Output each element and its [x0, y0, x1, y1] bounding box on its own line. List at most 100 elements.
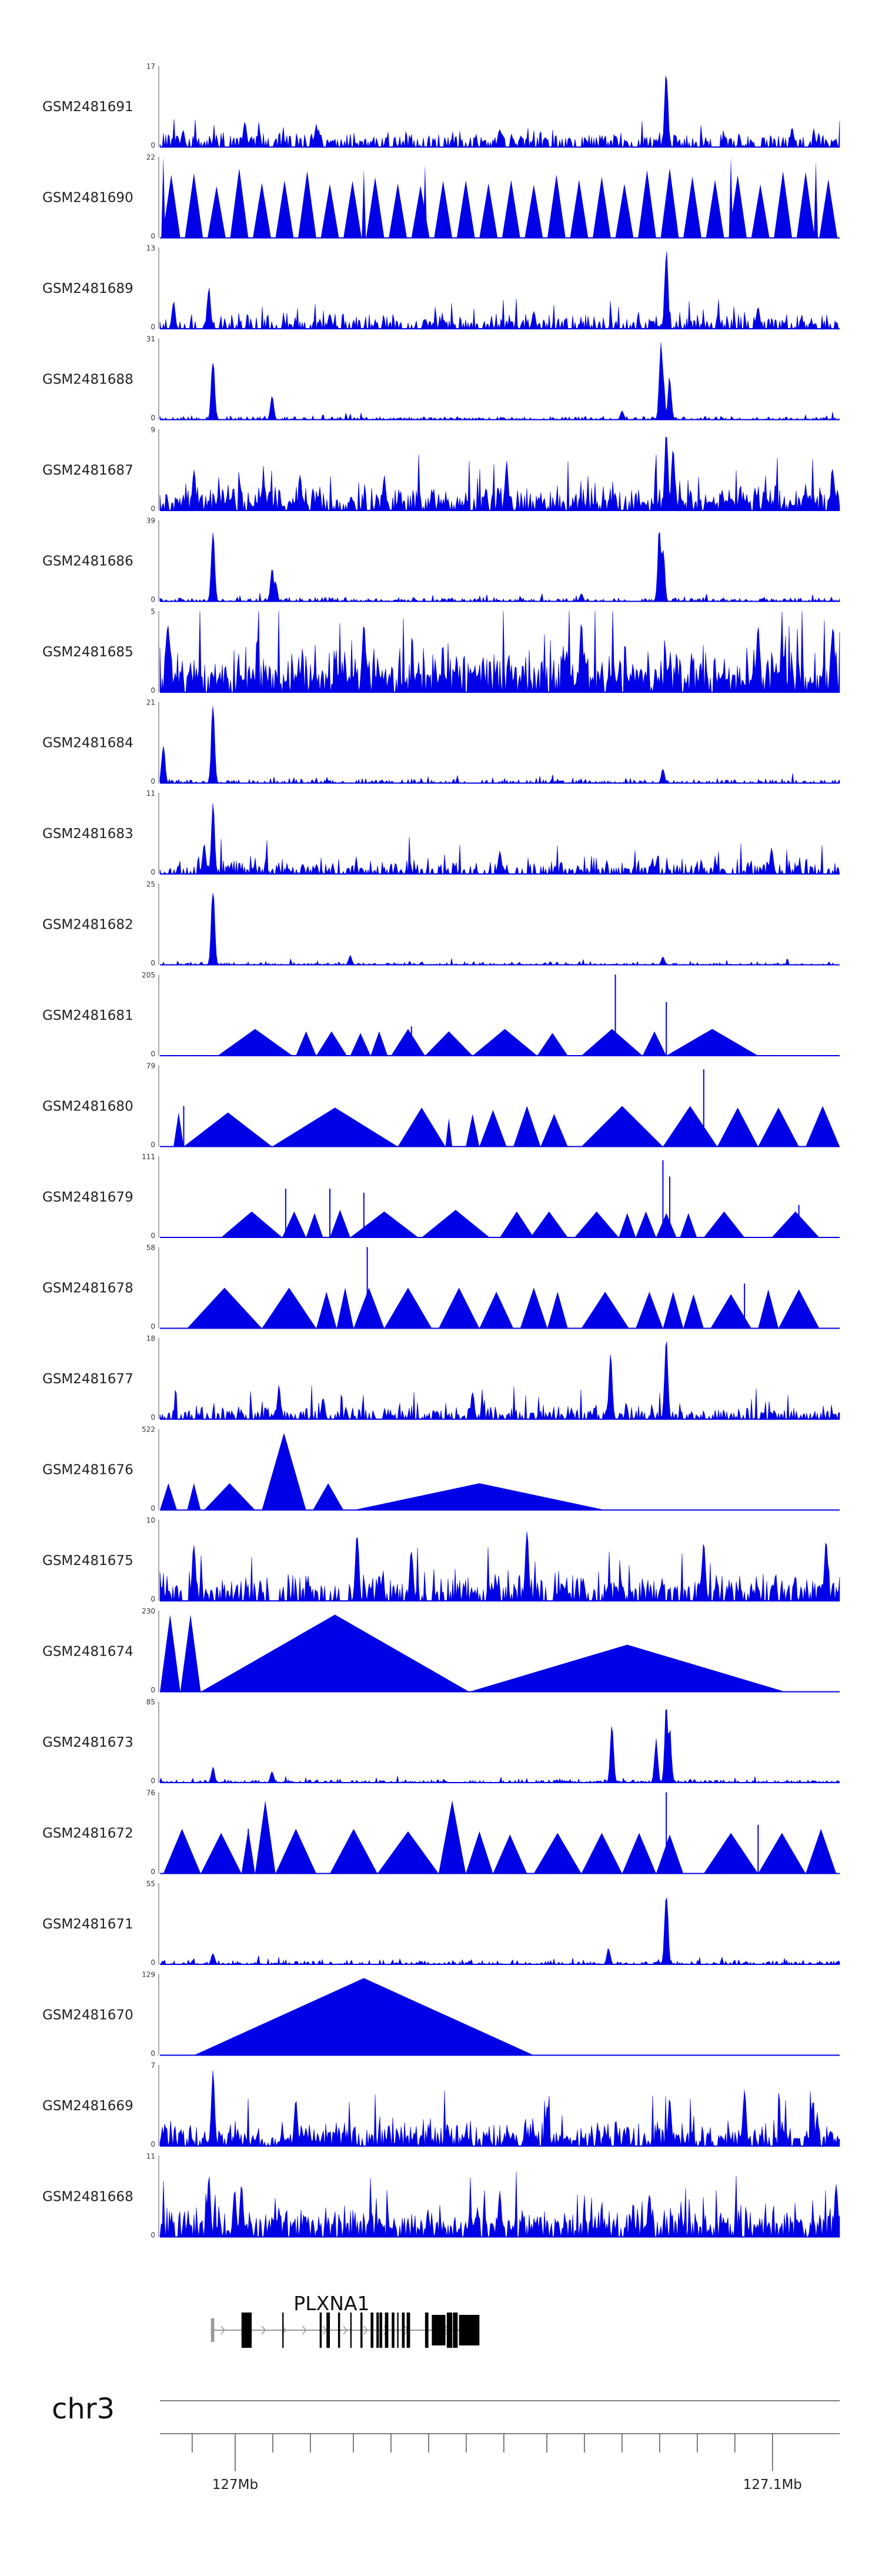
exon [402, 2313, 405, 2348]
coverage-triangle [204, 1483, 255, 1510]
coverage-triangle [201, 1614, 469, 1692]
coverage-triangle [796, 172, 815, 238]
track-GSM2481676: GSM2481676 522 0 [42, 1426, 840, 1513]
coverage-triangle [706, 179, 724, 238]
coverage-triangle [350, 1033, 371, 1056]
y-max-label: 58 [146, 1244, 155, 1252]
coverage-triangle [163, 1828, 201, 1874]
y-max-label: 17 [146, 62, 155, 71]
y-max-label: 76 [146, 1789, 155, 1797]
track-GSM2481685: GSM2481685 5 0 [42, 608, 840, 695]
track-label: GSM2481690 [42, 191, 133, 206]
coverage-triangle [320, 183, 339, 238]
coverage-triangle [537, 1033, 568, 1056]
coverage-triangle [296, 1031, 316, 1056]
y-min-label: 0 [151, 1595, 155, 1603]
coverage-triangle [502, 180, 520, 238]
coverage-triangle [434, 181, 453, 238]
track-label: GSM2481685 [42, 645, 133, 660]
exon [397, 2313, 399, 2348]
track-label: GSM2481670 [42, 2008, 133, 2023]
y-min-label: 0 [151, 1141, 155, 1149]
coverage-triangle [574, 1211, 619, 1237]
coverage-triangle [530, 1211, 568, 1237]
coverage-triangle [479, 1292, 514, 1329]
y-min-label: 0 [151, 2050, 155, 2058]
coverage-triangle [479, 183, 498, 238]
genome-axis: chr3 127Mb 127.1Mb [52, 2393, 840, 2492]
exon [360, 2313, 363, 2348]
coverage-triangle [183, 1112, 272, 1147]
y-max-label: 79 [146, 1062, 155, 1070]
coverage-triangle [306, 1213, 323, 1237]
track-GSM2481679: GSM2481679 111 0 [42, 1153, 840, 1240]
exon [453, 2313, 458, 2348]
coverage-spike [729, 156, 733, 238]
coverage-triangle [581, 1029, 643, 1056]
exon [406, 2313, 410, 2348]
y-max-label: 205 [142, 971, 155, 979]
track-label: GSM2481682 [42, 917, 133, 933]
signal-area [159, 803, 840, 875]
y-max-label: 11 [146, 789, 155, 798]
coverage-triangle [774, 171, 793, 238]
signal-tracks: GSM2481691170GSM2481690220GSM2481689130G… [42, 62, 840, 2240]
strand-arrow [302, 2325, 307, 2335]
y-max-label: 25 [146, 880, 155, 889]
coverage-triangle [533, 1833, 582, 1874]
track-label: GSM2481687 [42, 463, 133, 478]
exon [245, 2313, 249, 2348]
y-min-label: 0 [151, 868, 155, 876]
track-label: GSM2481675 [42, 1553, 133, 1569]
gene-annotation-track: PLXNA1 [211, 2292, 480, 2348]
y-min-label: 0 [151, 1868, 155, 1876]
exon [446, 2313, 453, 2348]
coverage-triangle [806, 1106, 840, 1147]
coverage-triangle [201, 1833, 242, 1874]
track-GSM2481687: GSM2481687 9 0 [42, 426, 840, 513]
y-max-label: 22 [146, 154, 155, 162]
track-label: GSM2481683 [42, 826, 133, 842]
signal-area [159, 610, 840, 693]
track-GSM2481671: GSM2481671 55 0 [42, 1880, 840, 1967]
coverage-triangle [343, 181, 362, 238]
y-min-label: 0 [151, 141, 155, 149]
coverage-triangle [438, 1800, 466, 1874]
coverage-triangle [636, 1211, 656, 1237]
coverage-triangle [353, 1483, 606, 1510]
coverage-triangle [456, 180, 475, 238]
coverage-triangle [683, 1294, 704, 1329]
coverage-triangle [370, 1031, 388, 1056]
y-min-label: 0 [151, 323, 155, 331]
track-label: GSM2481668 [42, 2190, 133, 2205]
track-GSM2481677: GSM2481677 18 0 [42, 1334, 840, 1422]
coverage-triangle [275, 1828, 316, 1874]
coverage-triangle [729, 175, 747, 238]
y-max-label: 18 [146, 1334, 155, 1343]
coverage-triangle [389, 183, 407, 238]
exon [459, 2315, 480, 2345]
track-GSM2481683: GSM2481683 11 0 [42, 789, 840, 876]
coverage-triangle [513, 1106, 541, 1147]
coverage-triangle [703, 1833, 759, 1874]
track-GSM2481689: GSM2481689 13 0 [42, 244, 840, 331]
exon [326, 2313, 330, 2348]
coverage-triangle [717, 1107, 759, 1147]
track-GSM2481690: GSM2481690 22 0 [42, 154, 840, 241]
coverage-triangle [570, 179, 589, 238]
coverage-triangle [425, 1031, 473, 1056]
y-max-label: 13 [146, 244, 155, 252]
coverage-triangle [806, 1828, 837, 1874]
y-min-label: 0 [151, 2140, 155, 2148]
gene-name-label: PLXNA1 [293, 2292, 369, 2315]
coverage-triangle [316, 1292, 337, 1329]
exon [376, 2313, 379, 2348]
exon [432, 2315, 446, 2345]
track-label: GSM2481686 [42, 554, 133, 569]
coverage-triangle [330, 1210, 350, 1237]
coverage-triangle [275, 180, 294, 238]
y-min-label: 0 [151, 1777, 155, 1785]
track-GSM2481672: GSM2481672 76 0 [42, 1789, 840, 1876]
track-label: GSM2481677 [42, 1372, 133, 1387]
